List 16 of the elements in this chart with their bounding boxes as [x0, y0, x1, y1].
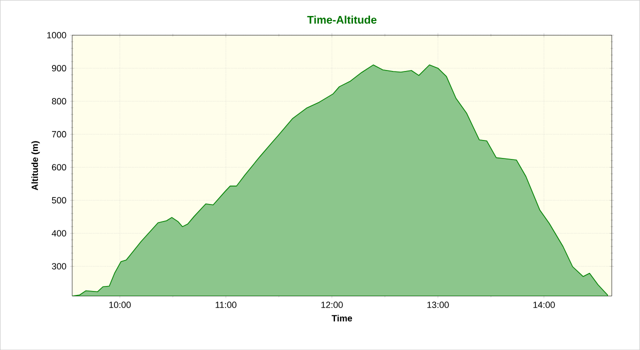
y-tick-label: 700	[52, 130, 66, 138]
y-tick-label: 1000	[47, 32, 66, 38]
chart-title: Time-Altitude	[307, 16, 376, 24]
x-tick-label: 11:00	[216, 302, 236, 308]
x-axis-title: Time	[332, 314, 352, 322]
y-tick-label: 300	[52, 263, 66, 270]
x-tick-label: 14:00	[533, 302, 555, 308]
y-tick-label: 500	[52, 197, 66, 204]
y-axis-title: Altitude (m)	[31, 141, 40, 190]
x-tick-label: 12:00	[321, 302, 343, 308]
y-tick-label: 400	[52, 230, 66, 236]
y-tick-label: 600	[52, 164, 66, 170]
x-tick-label: 10:00	[109, 302, 131, 308]
y-tick-label: 800	[52, 98, 66, 104]
y-tick-label: 900	[52, 64, 66, 72]
x-tick-label: 13:00	[427, 302, 449, 308]
